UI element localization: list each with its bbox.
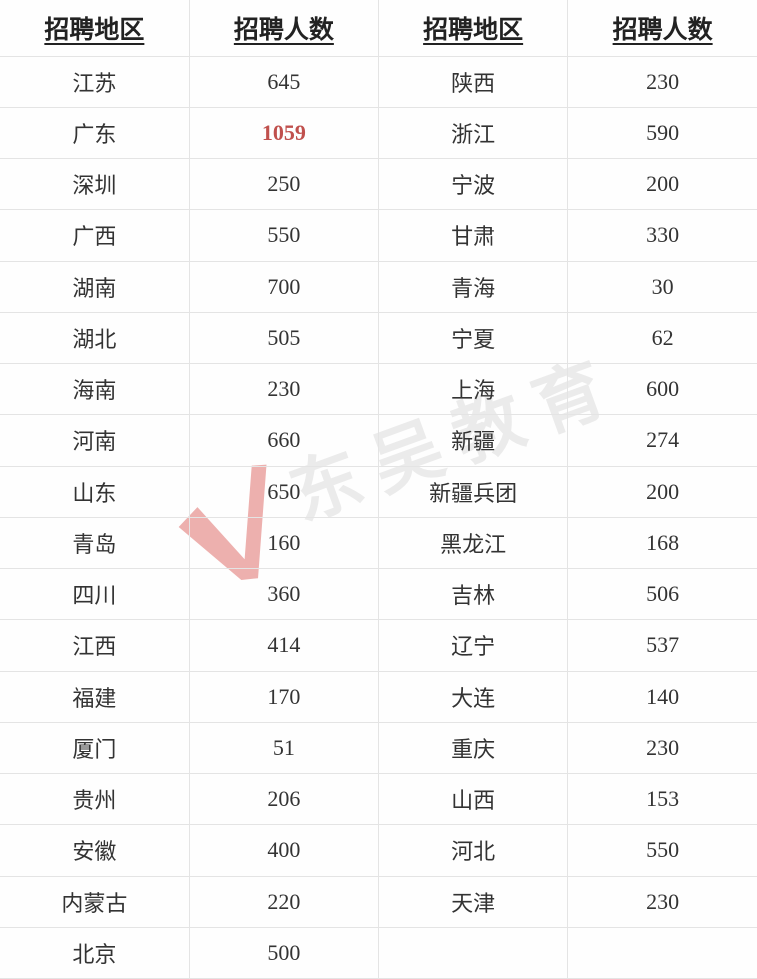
headcount-cell: 1059	[188, 106, 380, 160]
region-cell: 湖南	[0, 260, 190, 313]
region-cell: 宁夏	[377, 311, 569, 365]
table-row: 厦门 51 重庆 230	[0, 721, 757, 775]
table-row: 湖北 505 宁夏 62	[0, 311, 757, 365]
headcount-cell: 153	[567, 772, 757, 826]
region-cell: 四川	[0, 567, 190, 621]
header-region-2: 招聘地区	[377, 0, 569, 57]
region-cell: 青海	[377, 260, 569, 313]
region-cell: 湖北	[0, 311, 190, 365]
table-row: 青岛 160 黑龙江 168	[0, 516, 757, 570]
region-cell: 青岛	[0, 516, 190, 570]
region-cell: 吉林	[377, 567, 569, 621]
table-row: 北京 500	[0, 926, 757, 979]
region-cell: 广东	[0, 106, 190, 160]
region-cell: 内蒙古	[0, 875, 190, 928]
region-cell: 江西	[0, 619, 190, 672]
headcount-cell: 200	[567, 465, 757, 518]
table-header: 招聘地区 招聘人数 招聘地区 招聘人数	[0, 0, 757, 57]
headcount-cell: 250	[188, 157, 380, 211]
header-row: 招聘地区 招聘人数 招聘地区 招聘人数	[0, 0, 757, 57]
region-cell: 深圳	[0, 157, 190, 211]
table-body: 江苏 645 陕西 230 广东 1059 浙江 590 深圳 250 宁波 200 广西 550 甘肃 33…	[0, 55, 757, 979]
headcount-cell: 206	[188, 772, 380, 826]
table-row: 湖南 700 青海 30	[0, 260, 757, 313]
headcount-cell: 506	[567, 567, 757, 621]
headcount-cell: 660	[188, 414, 380, 467]
region-cell: 重庆	[377, 721, 569, 775]
headcount-cell: 274	[567, 414, 757, 467]
headcount-cell: 30	[567, 260, 757, 313]
headcount-cell: 500	[188, 926, 380, 979]
region-cell: 陕西	[377, 55, 569, 108]
headcount-cell: 230	[188, 362, 380, 416]
region-cell	[377, 926, 569, 979]
region-cell: 上海	[377, 362, 569, 416]
headcount-cell: 230	[567, 55, 757, 108]
headcount-cell: 200	[567, 157, 757, 211]
headcount-cell: 51	[188, 721, 380, 775]
table-row: 河南 660 新疆 274	[0, 414, 757, 467]
region-cell: 黑龙江	[377, 516, 569, 570]
headcount-cell: 140	[567, 670, 757, 723]
headcount-cell: 537	[567, 619, 757, 672]
region-cell: 厦门	[0, 721, 190, 775]
headcount-cell: 160	[188, 516, 380, 570]
table-row: 广西 550 甘肃 330	[0, 209, 757, 262]
region-cell: 河北	[377, 824, 569, 877]
table-row: 四川 360 吉林 506	[0, 567, 757, 621]
region-cell: 贵州	[0, 772, 190, 826]
region-cell: 安徽	[0, 824, 190, 877]
header-headcount-1: 招聘人数	[188, 0, 380, 57]
headcount-cell: 230	[567, 721, 757, 775]
table-row: 贵州 206 山西 153	[0, 772, 757, 826]
table-row: 江西 414 辽宁 537	[0, 619, 757, 672]
region-cell: 宁波	[377, 157, 569, 211]
headcount-cell: 360	[188, 567, 380, 621]
header-region-1: 招聘地区	[0, 0, 190, 57]
region-cell: 甘肃	[377, 209, 569, 262]
headcount-cell: 505	[188, 311, 380, 365]
headcount-cell: 645	[188, 55, 380, 108]
headcount-cell: 62	[567, 311, 757, 365]
table-row: 广东 1059 浙江 590	[0, 106, 757, 160]
region-cell: 北京	[0, 926, 190, 979]
region-cell: 山东	[0, 465, 190, 518]
region-cell: 河南	[0, 414, 190, 467]
table-row: 江苏 645 陕西 230	[0, 55, 757, 108]
region-cell: 新疆兵团	[377, 465, 569, 518]
headcount-cell: 650	[188, 465, 380, 518]
headcount-cell: 700	[188, 260, 380, 313]
headcount-cell: 414	[188, 619, 380, 672]
region-cell: 海南	[0, 362, 190, 416]
headcount-cell: 230	[567, 875, 757, 928]
table-row: 深圳 250 宁波 200	[0, 157, 757, 211]
table-row: 福建 170 大连 140	[0, 670, 757, 723]
region-cell: 辽宁	[377, 619, 569, 672]
table-row: 山东 650 新疆兵团 200	[0, 465, 757, 518]
region-cell: 大连	[377, 670, 569, 723]
region-cell: 浙江	[377, 106, 569, 160]
region-cell: 天津	[377, 875, 569, 928]
headcount-cell: 220	[188, 875, 380, 928]
headcount-cell: 330	[567, 209, 757, 262]
table-row: 安徽 400 河北 550	[0, 824, 757, 877]
headcount-cell: 550	[567, 824, 757, 877]
headcount-cell: 168	[567, 516, 757, 570]
region-cell: 广西	[0, 209, 190, 262]
header-headcount-2: 招聘人数	[567, 0, 757, 57]
region-cell: 福建	[0, 670, 190, 723]
headcount-cell: 400	[188, 824, 380, 877]
region-cell: 新疆	[377, 414, 569, 467]
headcount-cell	[567, 926, 757, 979]
region-cell: 山西	[377, 772, 569, 826]
headcount-cell: 550	[188, 209, 380, 262]
table-row: 海南 230 上海 600	[0, 362, 757, 416]
table-row: 内蒙古 220 天津 230	[0, 875, 757, 928]
headcount-cell: 600	[567, 362, 757, 416]
region-cell: 江苏	[0, 55, 190, 108]
headcount-cell: 170	[188, 670, 380, 723]
headcount-cell: 590	[567, 106, 757, 160]
